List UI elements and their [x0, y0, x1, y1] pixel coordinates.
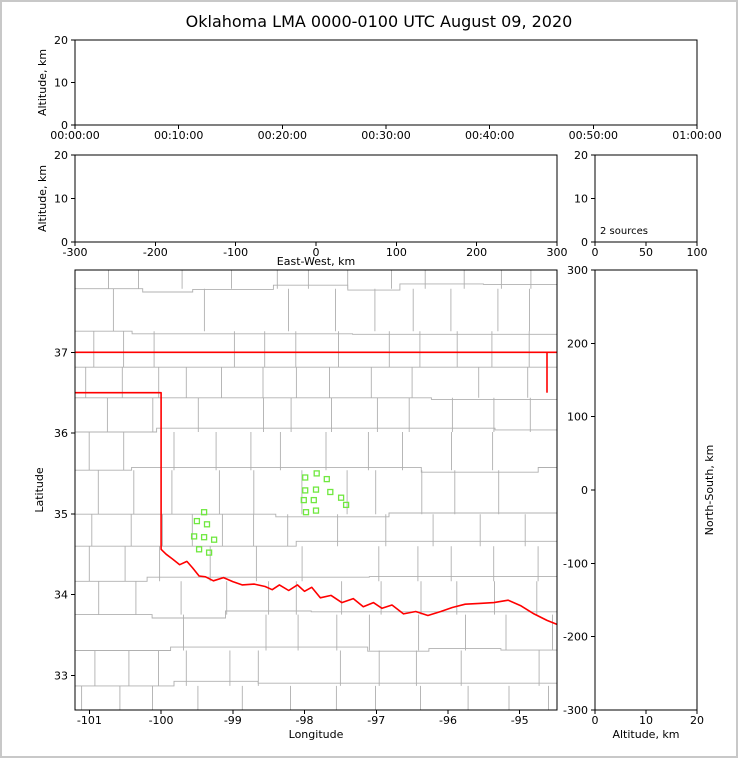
x-tick-label: 0 — [313, 246, 320, 259]
lma-station-marker — [323, 475, 330, 483]
x-tick-label: 100 — [386, 246, 407, 259]
y-tick-label: 0 — [61, 119, 68, 132]
y-tick-label: 200 — [567, 337, 588, 350]
lma-station-marker — [302, 509, 310, 516]
plan-view-ylabel: Latitude — [33, 467, 46, 513]
x-tick-label: 50 — [639, 246, 653, 259]
source-count-annotation: 2 sources — [600, 226, 648, 237]
y-tick-label: 36 — [54, 427, 68, 440]
time-height-ylabel: Altitude, km — [36, 49, 49, 116]
lma-station-marker — [195, 546, 203, 553]
y-tick-label: -200 — [563, 631, 588, 644]
x-tick-label: 00:40:00 — [465, 129, 514, 142]
x-tick-label: 200 — [466, 246, 487, 259]
lma-station-marker — [205, 549, 213, 556]
lma-station-marker — [300, 496, 307, 504]
lma-station-marker — [193, 517, 201, 525]
x-tick-label: 00:20:00 — [258, 129, 307, 142]
lma-station-marker — [190, 533, 198, 540]
y-tick-label: 0 — [61, 236, 68, 249]
ns-height-ylabel: North-South, km — [703, 445, 716, 536]
panel-time_height: 00:00:00 00:10:00 00:20:00 00:30:00 00:40:00… — [50, 34, 721, 142]
x-tick-label: -101 — [77, 714, 102, 727]
lma-station-marker — [342, 501, 350, 509]
lma-station-marker — [312, 486, 320, 493]
panel-plan_view: -101 -100 -99 -98 -97 -96 -95 33 34 35 36 37 — [54, 269, 558, 727]
y-tick-label: 0 — [581, 236, 588, 249]
x-tick-label: -98 — [296, 714, 314, 727]
lma-station-marker — [203, 521, 211, 528]
lma-station-marker — [312, 507, 320, 514]
state-boundary-line — [75, 391, 557, 626]
x-tick-label: -96 — [439, 714, 457, 727]
ns-height-xlabel: Altitude, km — [612, 728, 679, 741]
y-tick-label: 10 — [574, 193, 588, 206]
panel-source_histogram: 0 50 100 0 10 20 — [574, 149, 708, 259]
plan-view-xlabel: Longitude — [289, 728, 344, 741]
lma-station-marker — [313, 470, 320, 477]
y-tick-label: -100 — [563, 557, 588, 570]
lma-station-marker — [327, 488, 334, 496]
x-tick-label: 20 — [690, 714, 704, 727]
x-tick-label: 10 — [639, 714, 653, 727]
x-tick-label: -97 — [367, 714, 385, 727]
y-tick-label: 10 — [54, 77, 68, 90]
x-tick-label: 0 — [592, 714, 599, 727]
figure-title: Oklahoma LMA 0000-0100 UTC August 09, 20… — [186, 12, 573, 31]
panel-border — [74, 269, 558, 711]
x-tick-label: 00:30:00 — [361, 129, 410, 142]
panel-ew_height: -300 -200 -100 0 100 200 300 0 10 20 — [54, 149, 568, 259]
x-tick-label: -100 — [149, 714, 174, 727]
x-tick-label: -99 — [224, 714, 242, 727]
x-tick-label: -200 — [143, 246, 168, 259]
y-tick-label: 20 — [574, 149, 588, 162]
ew-height-ylabel: Altitude, km — [36, 165, 49, 232]
lma-station-marker — [302, 474, 309, 481]
lma-station-marker — [200, 534, 208, 541]
lma-station-marker — [200, 509, 208, 516]
lma-station-marker — [302, 487, 309, 494]
x-tick-label: 100 — [687, 246, 708, 259]
ew-height-xlabel: East-West, km — [277, 255, 355, 268]
y-tick-label: 300 — [567, 264, 588, 277]
y-tick-label: 34 — [54, 589, 68, 602]
panel-ns_height: 0 10 20 -300 -200 -100 0 100 200 300 — [563, 264, 704, 727]
y-tick-label: 33 — [54, 669, 68, 682]
y-tick-label: 0 — [581, 484, 588, 497]
x-tick-label: 00:10:00 — [154, 129, 203, 142]
x-tick-label: 300 — [547, 246, 568, 259]
map-layer — [75, 270, 557, 710]
y-tick-label: 20 — [54, 34, 68, 47]
y-tick-label: 10 — [54, 193, 68, 206]
x-tick-label: 00:50:00 — [569, 129, 618, 142]
x-tick-label: 01:00:00 — [672, 129, 721, 142]
y-tick-label: -300 — [563, 704, 588, 717]
y-tick-label: 35 — [54, 508, 68, 521]
x-tick-label: -95 — [511, 714, 529, 727]
x-tick-label: -300 — [63, 246, 88, 259]
panels-layer: 00:00:00 00:10:00 00:20:00 00:30:00 00:40:00… — [50, 34, 721, 727]
lma-station-marker — [210, 536, 218, 543]
y-tick-label: 100 — [567, 411, 588, 424]
lma-station-marker — [337, 494, 345, 501]
x-tick-label: 0 — [592, 246, 599, 259]
lma-station-marker — [310, 496, 317, 504]
x-tick-label: 00:00:00 — [50, 129, 99, 142]
y-tick-label: 37 — [54, 346, 68, 359]
y-tick-label: 20 — [54, 149, 68, 162]
county-boundary-lines — [75, 270, 557, 710]
x-tick-label: -100 — [223, 246, 248, 259]
